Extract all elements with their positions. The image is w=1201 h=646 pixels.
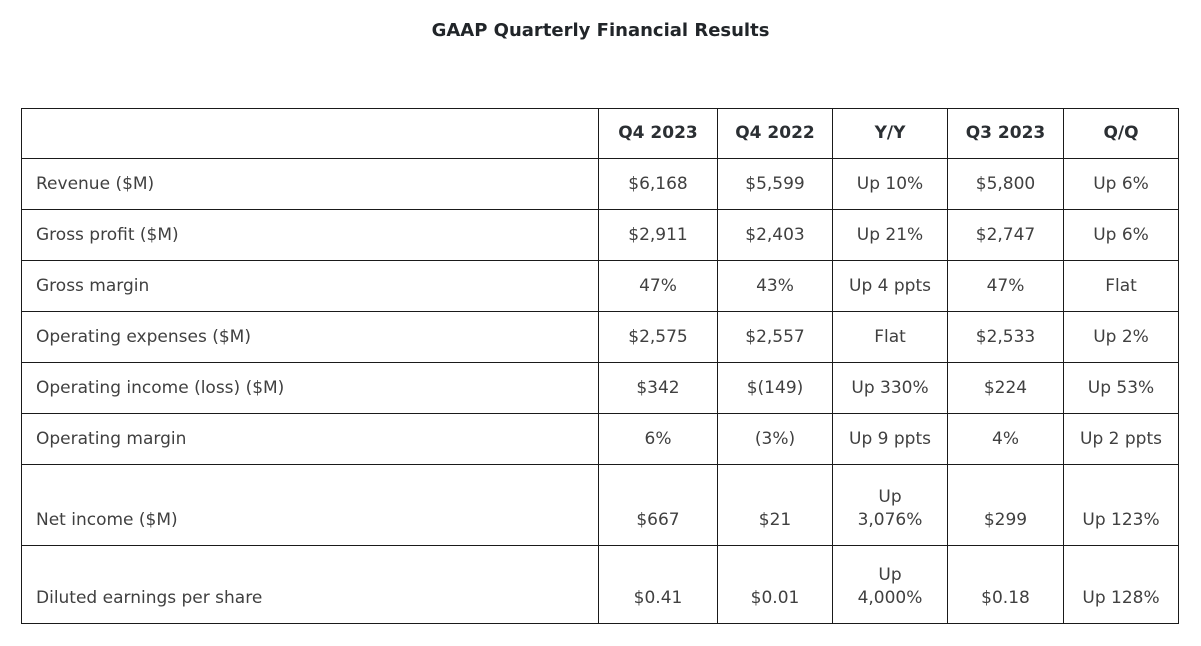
row-label: Revenue ($M) xyxy=(21,158,599,210)
cell-yy: Up 9 ppts xyxy=(832,413,948,465)
cell-qq: Up 6% xyxy=(1063,209,1179,261)
cell-qq: Up 2 ppts xyxy=(1063,413,1179,465)
table-row-gross-margin: Gross margin 47% 43% Up 4 ppts 47% Flat xyxy=(21,260,1179,312)
cell-q4-2023: $342 xyxy=(598,362,718,414)
cell-q4-2022: $0.01 xyxy=(717,545,833,624)
cell-q3-2023: $2,747 xyxy=(947,209,1064,261)
cell-qq: Up 6% xyxy=(1063,158,1179,210)
cell-yy: Up 3,076% xyxy=(832,464,948,546)
header-row: Q4 2023 Q4 2022 Y/Y Q3 2023 Q/Q xyxy=(21,108,1179,159)
cell-q4-2023: 47% xyxy=(598,260,718,312)
row-label: Diluted earnings per share xyxy=(21,545,599,624)
cell-yy: Flat xyxy=(832,311,948,363)
cell-q4-2022: 43% xyxy=(717,260,833,312)
cell-q4-2023: $2,911 xyxy=(598,209,718,261)
row-label: Operating expenses ($M) xyxy=(21,311,599,363)
cell-q4-2023: 6% xyxy=(598,413,718,465)
table-row-diluted-eps: Diluted earnings per share $0.41 $0.01 U… xyxy=(21,545,1179,624)
cell-qq: Up 123% xyxy=(1063,464,1179,546)
cell-q4-2022: (3%) xyxy=(717,413,833,465)
cell-q3-2023: 4% xyxy=(947,413,1064,465)
cell-yy: Up 21% xyxy=(832,209,948,261)
row-label: Operating margin xyxy=(21,413,599,465)
financial-results-table: Q4 2023 Q4 2022 Y/Y Q3 2023 Q/Q Revenue … xyxy=(21,108,1179,624)
cell-q3-2023: $5,800 xyxy=(947,158,1064,210)
cell-yy: Up 330% xyxy=(832,362,948,414)
cell-qq: Up 53% xyxy=(1063,362,1179,414)
cell-q4-2023: $2,575 xyxy=(598,311,718,363)
row-label: Gross margin xyxy=(21,260,599,312)
row-label: Gross profit ($M) xyxy=(21,209,599,261)
cell-yy: Up 4 ppts xyxy=(832,260,948,312)
cell-q3-2023: 47% xyxy=(947,260,1064,312)
cell-qq: Up 128% xyxy=(1063,545,1179,624)
cell-q4-2022: $5,599 xyxy=(717,158,833,210)
cell-q3-2023: $2,533 xyxy=(947,311,1064,363)
cell-q3-2023: $224 xyxy=(947,362,1064,414)
cell-q3-2023: $299 xyxy=(947,464,1064,546)
cell-q4-2023: $667 xyxy=(598,464,718,546)
cell-q4-2023: $0.41 xyxy=(598,545,718,624)
cell-q4-2022: $2,557 xyxy=(717,311,833,363)
cell-yy: Up 4,000% xyxy=(832,545,948,624)
column-header-blank xyxy=(21,108,599,159)
table-row-operating-income: Operating income (loss) ($M) $342 $(149)… xyxy=(21,362,1179,414)
table-row-gross-profit: Gross profit ($M) $2,911 $2,403 Up 21% $… xyxy=(21,209,1179,261)
cell-q3-2023: $0.18 xyxy=(947,545,1064,624)
table-row-net-income: Net income ($M) $667 $21 Up 3,076% $299 … xyxy=(21,464,1179,546)
table-row-operating-expenses: Operating expenses ($M) $2,575 $2,557 Fl… xyxy=(21,311,1179,363)
page-title: GAAP Quarterly Financial Results xyxy=(431,20,770,41)
row-label: Operating income (loss) ($M) xyxy=(21,362,599,414)
column-header-yy: Y/Y xyxy=(832,108,948,159)
cell-qq: Up 2% xyxy=(1063,311,1179,363)
cell-yy: Up 10% xyxy=(832,158,948,210)
cell-q4-2022: $2,403 xyxy=(717,209,833,261)
cell-q4-2023: $6,168 xyxy=(598,158,718,210)
cell-qq: Flat xyxy=(1063,260,1179,312)
column-header-q4-2022: Q4 2022 xyxy=(717,108,833,159)
column-header-q4-2023: Q4 2023 xyxy=(598,108,718,159)
table-row-operating-margin: Operating margin 6% (3%) Up 9 ppts 4% Up… xyxy=(21,413,1179,465)
cell-q4-2022: $(149) xyxy=(717,362,833,414)
row-label: Net income ($M) xyxy=(21,464,599,546)
column-header-qq: Q/Q xyxy=(1063,108,1179,159)
column-header-q3-2023: Q3 2023 xyxy=(947,108,1064,159)
cell-q4-2022: $21 xyxy=(717,464,833,546)
table-row-revenue: Revenue ($M) $6,168 $5,599 Up 10% $5,800… xyxy=(21,158,1179,210)
